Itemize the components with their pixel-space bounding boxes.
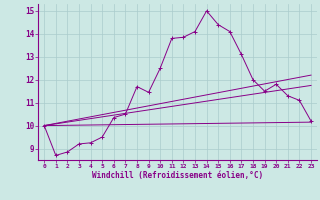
X-axis label: Windchill (Refroidissement éolien,°C): Windchill (Refroidissement éolien,°C) [92, 171, 263, 180]
